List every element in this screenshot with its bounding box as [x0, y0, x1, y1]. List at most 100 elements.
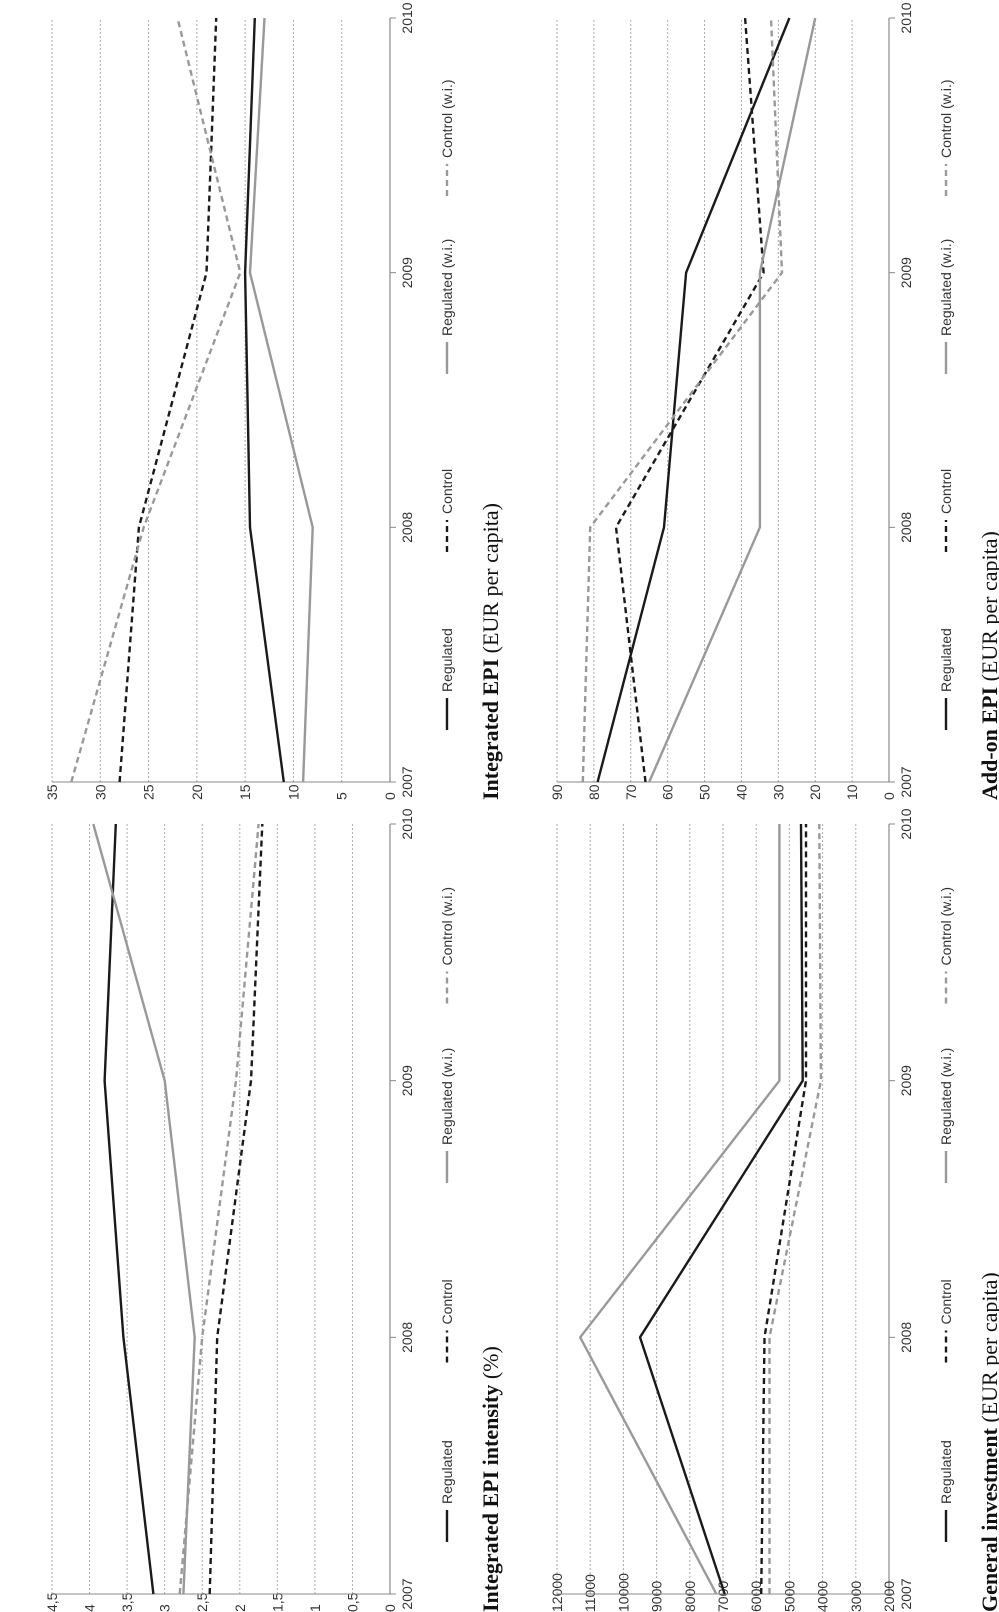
x-tick-label: 2009	[898, 1065, 914, 1096]
chart-title: Add-on EPI (EUR per capita)	[977, 531, 999, 800]
series-line-regulated	[243, 17, 285, 783]
chart-panel-1: Add-on EPI (EUR per capita) 0 10 20 30 40 50 60…	[549, 2, 999, 800]
y-tick-label: 3,5	[119, 1592, 135, 1612]
legend-label: Control	[938, 469, 954, 514]
y-tick-label: 5000	[781, 1581, 797, 1612]
series-line-control-w-i	[768, 823, 823, 1594]
x-tick-label: 2007	[399, 1578, 415, 1609]
legend-label: Regulated	[938, 628, 954, 692]
series-line-regulated-w-i	[248, 17, 314, 783]
x-tick-label: 2009	[399, 257, 415, 288]
legend-label: Regulated (w.i.)	[439, 1048, 455, 1145]
series-line-regulated-w-i	[578, 824, 781, 1595]
x-tick-label: 2008	[399, 1322, 415, 1353]
legend-label: Control (w.i.)	[938, 887, 954, 966]
y-tick-label: 10000	[615, 1573, 631, 1612]
y-tick-label: 20	[807, 784, 823, 800]
legend-label: Regulated (w.i.)	[439, 239, 455, 336]
y-tick-label: 4000	[815, 1581, 831, 1612]
legend-label: Control	[439, 1279, 455, 1324]
chart-title: General investment (EUR per capita)	[977, 1272, 999, 1612]
chart-title-bold: Add-on EPI	[977, 687, 999, 800]
y-tick-label: 20	[189, 784, 205, 800]
y-tick-label: 0,5	[344, 1592, 360, 1612]
y-tick-label: 2	[232, 1604, 248, 1612]
series-line-control	[614, 17, 765, 783]
y-tick-label: 0	[382, 792, 398, 800]
y-tick-label: 60	[660, 784, 676, 800]
legend-label: Regulated	[439, 628, 455, 692]
y-tick-label: 10	[844, 784, 860, 800]
x-tick-label: 2010	[399, 2, 415, 33]
y-tick-label: 70	[623, 784, 639, 800]
y-tick-label: 30	[770, 784, 786, 800]
chart-title-rest: (EUR per capita)	[478, 503, 503, 659]
chart-title: Integrated EPI intensity (%)	[478, 1346, 503, 1612]
series-line-regulated	[638, 823, 804, 1595]
chart-panel-0: Integrated EPI (EUR per capita) 0 5 10 15 20 2…	[44, 2, 503, 800]
legend-label: Regulated	[938, 1440, 954, 1504]
y-tick-label: 2000	[881, 1581, 897, 1612]
legend-label: Regulated (w.i.)	[938, 1048, 954, 1145]
y-tick-label: 35	[44, 784, 60, 800]
series-line-control-w-i	[178, 823, 260, 1595]
y-tick-label: 7000	[715, 1581, 731, 1612]
legend-label: Control	[439, 469, 455, 514]
x-tick-label: 2010	[399, 808, 415, 839]
series-line-control-w-i	[70, 17, 242, 783]
series-line-regulated-w-i	[92, 823, 196, 1595]
y-tick-label: 4	[82, 1604, 98, 1612]
y-tick-label: 1	[307, 1604, 323, 1612]
x-tick-label: 2007	[898, 766, 914, 797]
y-tick-label: 50	[697, 784, 713, 800]
chart-title-rest: (EUR per capita)	[977, 1272, 999, 1428]
legend-label: Control (w.i.)	[938, 79, 954, 158]
y-tick-label: 25	[141, 784, 157, 800]
series-line-regulated	[596, 17, 791, 783]
y-tick-label: 1,5	[269, 1592, 285, 1612]
series-line-regulated-w-i	[648, 17, 817, 783]
y-tick-label: 40	[733, 784, 749, 800]
chart-title-bold: Integrated EPI intensity	[478, 1385, 503, 1612]
chart-title-bold: General investment	[977, 1427, 999, 1612]
y-tick-label: 4,5	[44, 1592, 60, 1612]
y-tick-label: 9000	[649, 1581, 665, 1612]
x-tick-label: 2007	[399, 766, 415, 797]
y-tick-label: 0	[881, 792, 897, 800]
x-tick-label: 2008	[898, 512, 914, 543]
y-tick-label: 2,5	[194, 1592, 210, 1612]
series-line-control	[760, 824, 808, 1595]
y-tick-label: 90	[549, 784, 565, 800]
legend-label: Regulated (w.i.)	[938, 239, 954, 336]
y-tick-label: 0	[382, 1604, 398, 1612]
y-tick-label: 11000	[582, 1574, 598, 1612]
x-tick-label: 2008	[399, 512, 415, 543]
chart-title: Integrated EPI (EUR per capita)	[478, 503, 503, 800]
chart-title-rest: (%)	[478, 1346, 503, 1384]
y-tick-label: 30	[92, 784, 108, 800]
y-tick-label: 6000	[748, 1581, 764, 1612]
y-tick-label: 5	[334, 792, 350, 800]
series-line-control	[118, 17, 218, 783]
y-tick-label: 10	[285, 784, 301, 800]
y-tick-label: 12000	[549, 1573, 565, 1612]
x-tick-label: 2007	[898, 1578, 914, 1609]
y-tick-label: 8000	[682, 1581, 698, 1612]
legend-label: Control (w.i.)	[439, 887, 455, 966]
x-tick-label: 2010	[898, 2, 914, 33]
y-tick-label: 3000	[848, 1581, 864, 1612]
x-tick-label: 2010	[898, 808, 914, 839]
x-tick-label: 2009	[399, 1065, 415, 1096]
y-tick-label: 80	[586, 784, 602, 800]
y-tick-label: 15	[237, 784, 253, 800]
series-line-control	[208, 823, 264, 1595]
series-line-regulated	[103, 823, 155, 1595]
chart-title-bold: Integrated EPI	[478, 659, 503, 800]
chart-panel-2: Integrated EPI intensity (%) 0 0,5 1 1,5 2 2,5…	[44, 808, 503, 1612]
chart-panel-3: General investment (EUR per capita) 2000 3…	[549, 808, 999, 1612]
legend-label: Control (w.i.)	[439, 79, 455, 158]
x-tick-label: 2009	[898, 257, 914, 288]
series-line-control-w-i	[581, 17, 784, 783]
x-tick-label: 2008	[898, 1322, 914, 1353]
